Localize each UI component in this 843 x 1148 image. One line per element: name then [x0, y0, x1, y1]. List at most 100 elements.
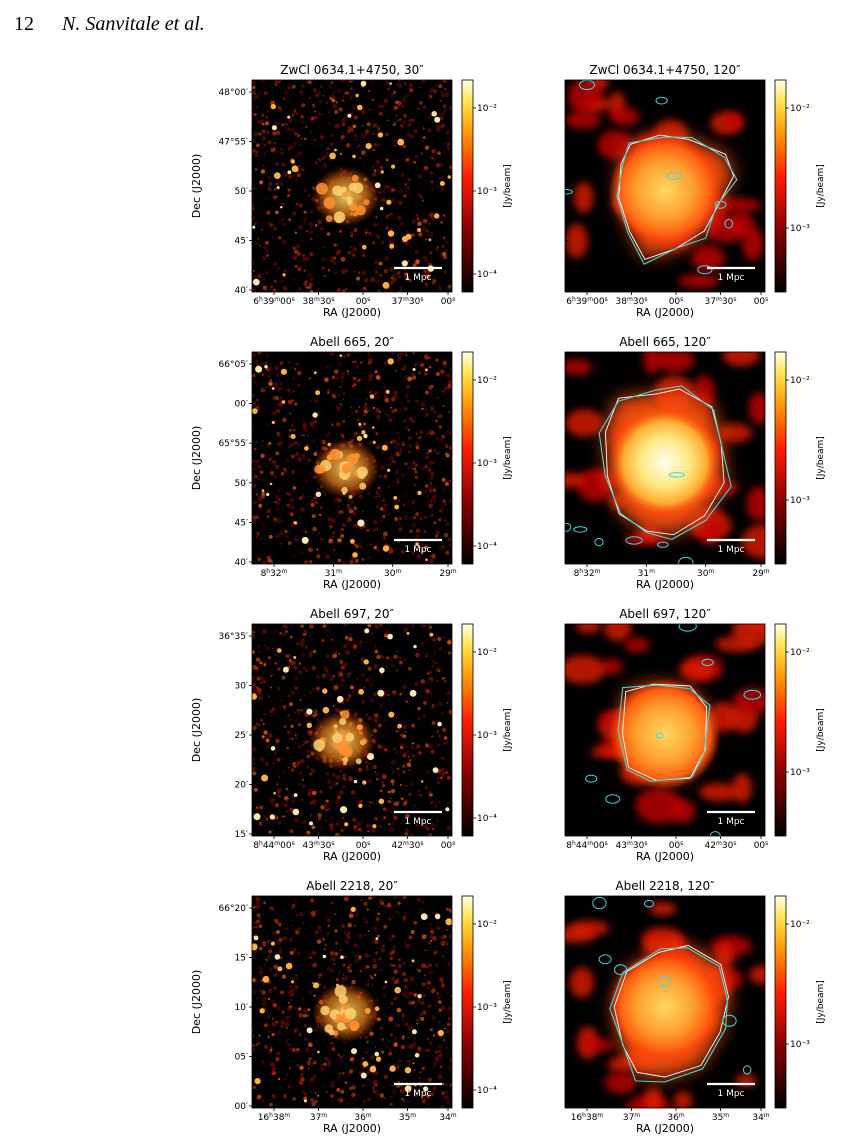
y-tick-label: 66°20′	[219, 904, 248, 914]
running-author: N. Sanvitale et al.	[61, 13, 205, 35]
radio-image	[565, 624, 765, 836]
x-tick-label: 36m	[667, 1112, 684, 1124]
colorbar-tick-label: 10⁻⁴	[477, 270, 497, 280]
panel-title: Abell 697, 120″	[619, 607, 711, 621]
y-axis-label: Dec (J2000)	[190, 698, 203, 763]
colorbar-tick-label: 10⁻³	[790, 496, 810, 506]
colorbar-tick-label: 10⁻²	[790, 104, 810, 114]
colorbar-tick-label: 10⁻³	[477, 731, 497, 741]
y-tick-label: 40′	[235, 558, 249, 568]
colorbar	[461, 79, 474, 293]
cyan-contour-island	[594, 538, 604, 547]
scale-bar-label: 1 Mpc	[404, 273, 431, 283]
scale-bar-label: 1 Mpc	[717, 545, 744, 555]
x-tick-label: 00s	[356, 840, 371, 852]
colorbar-unit-label: [Jy/beam]	[816, 436, 826, 480]
colorbar-unit-label: [Jy/beam]	[503, 708, 513, 752]
white-contour	[622, 683, 708, 781]
x-tick-label: 37m	[310, 1112, 327, 1124]
colorbar-unit-label: [Jy/beam]	[816, 708, 826, 752]
y-tick-label: 50′	[235, 479, 249, 489]
colorbar-tick-label: 10⁻⁴	[477, 542, 497, 552]
cyan-contour-island	[643, 899, 655, 908]
cyan-contour-island	[714, 200, 727, 209]
scale-bar-label: 1 Mpc	[717, 1089, 744, 1099]
cyan-contour-island	[722, 1014, 737, 1027]
colorbar-tick-label: 10⁻³	[790, 1040, 810, 1050]
x-tick-label: 29m	[752, 568, 769, 580]
cyan-contour-island	[605, 794, 621, 804]
cyan-contour-island	[659, 975, 672, 988]
cyan-contour-island	[657, 541, 669, 548]
scale-bar-label: 1 Mpc	[404, 1089, 431, 1099]
x-tick-label: 00s	[754, 296, 769, 308]
cyan-contour-island	[724, 219, 734, 229]
y-tick-label: 45′	[235, 518, 249, 528]
y-tick-label: 05′	[235, 1053, 249, 1063]
x-tick-label: 42m30s	[392, 840, 424, 852]
colorbar-tick-label: 10⁻²	[790, 376, 810, 386]
colorbar-tick-label: 10⁻²	[477, 104, 497, 114]
panel-title: Abell 697, 20″	[310, 607, 394, 621]
y-tick-label: 47°55′	[219, 138, 248, 148]
x-tick-label: 8h32m	[574, 568, 601, 580]
x-axis-label: RA (J2000)	[323, 578, 381, 591]
y-tick-label: 30′	[235, 682, 249, 692]
x-tick-label: 37m30s	[392, 296, 424, 308]
x-tick-label: 30m	[384, 568, 401, 580]
colorbar-tick-label: 10⁻²	[477, 376, 497, 386]
x-tick-label: 42m30s	[705, 840, 737, 852]
radio-image	[565, 80, 765, 292]
x-tick-label: 8h44m00s	[253, 840, 294, 852]
panel-1-right: ZwCl 0634.1+4750, 120″ 1 Mpc 6h39m00s 38m30…	[564, 63, 826, 319]
radio-image	[252, 80, 452, 292]
x-tick-label: 00s	[441, 296, 456, 308]
colorbar	[461, 623, 474, 837]
x-tick-label: 34m	[752, 1112, 769, 1124]
radio-image	[252, 352, 452, 564]
x-tick-label: 8h44m00s	[566, 840, 607, 852]
y-tick-label: 10′	[235, 1003, 249, 1013]
x-tick-label: 16h38m	[571, 1112, 604, 1124]
x-tick-label: 00s	[356, 296, 371, 308]
x-axis-label: RA (J2000)	[323, 306, 381, 319]
colorbar	[774, 79, 787, 293]
colorbar	[461, 351, 474, 565]
cyan-contour-island	[743, 689, 762, 700]
colorbar	[461, 895, 474, 1109]
page-header: 12 N. Sanvitale et al.	[14, 13, 205, 35]
x-tick-label: 36m	[354, 1112, 371, 1124]
x-tick-label: 38m30s	[303, 296, 335, 308]
scale-bar-label: 1 Mpc	[717, 817, 744, 827]
y-tick-label: 25′	[235, 731, 249, 741]
cyan-contour-island	[614, 964, 628, 976]
cyan-contour-island	[585, 774, 598, 783]
colorbar-tick-label: 10⁻³	[790, 224, 810, 234]
x-tick-label: 34m	[439, 1112, 456, 1124]
panel-2-left: Abell 665, 20″ 1 Mpc 8h32m 31m 30m 29m RA (J20…	[190, 335, 513, 591]
scale-bar-label: 1 Mpc	[404, 545, 431, 555]
scale-bar-label: 1 Mpc	[717, 273, 744, 283]
x-tick-label: 00s	[669, 296, 684, 308]
y-tick-label: 36°35′	[219, 632, 248, 642]
cyan-contour-island	[598, 954, 612, 965]
x-tick-label: 00s	[669, 840, 684, 852]
colorbar-tick-label: 10⁻³	[477, 187, 497, 197]
cyan-contour-island	[701, 658, 714, 667]
x-tick-label: 35m	[399, 1112, 416, 1124]
colorbar-tick-label: 10⁻³	[790, 768, 810, 778]
y-tick-label: 48°00′	[219, 88, 248, 98]
cyan-contour-island	[655, 96, 668, 105]
y-axis-label: Dec (J2000)	[190, 970, 203, 1035]
x-axis-label: RA (J2000)	[636, 306, 694, 319]
panel-2-right: Abell 665, 120″ 1 Mpc 8h32m 31m 30m 29m RA (J2…	[564, 335, 826, 591]
white-contour	[618, 134, 735, 260]
panel-3-left: Abell 697, 20″ 1 Mpc 8h44m00s 43m30s 00s 42m3…	[190, 607, 513, 863]
scale-bar-label: 1 Mpc	[404, 817, 431, 827]
cyan-contour-island	[678, 624, 697, 632]
x-axis-label: RA (J2000)	[636, 1122, 694, 1135]
y-axis-label: Dec (J2000)	[190, 154, 203, 219]
y-tick-label: 45′	[235, 237, 249, 247]
y-tick-label: 40′	[235, 286, 249, 296]
y-tick-label: 15′	[235, 954, 249, 964]
